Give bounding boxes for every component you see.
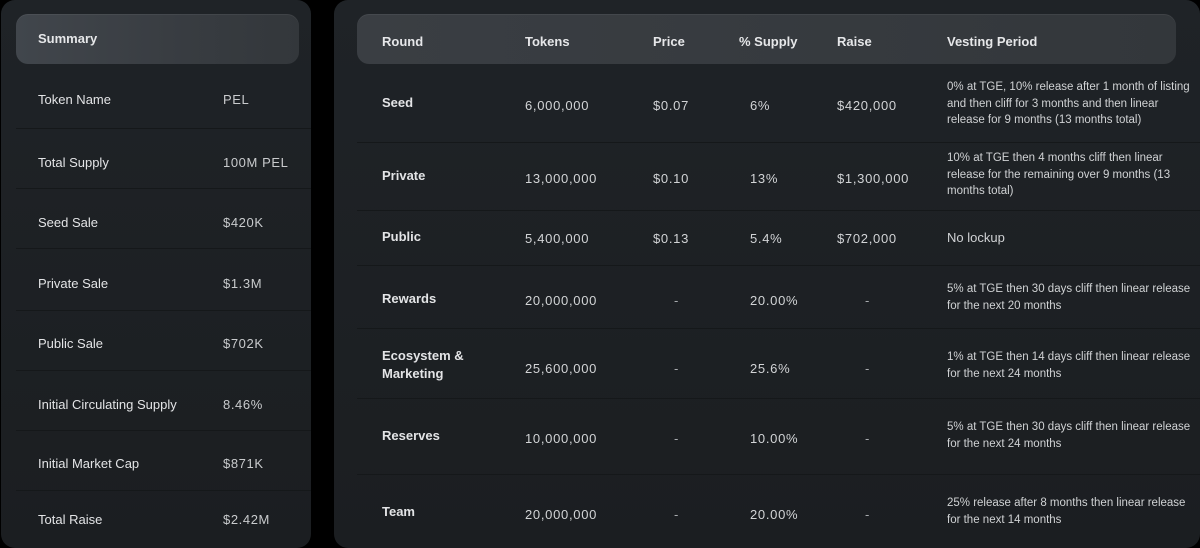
vesting-cell: 10% at TGE then 4 months cliff then line… bbox=[947, 152, 1171, 197]
summary-value: $1.3M bbox=[223, 276, 263, 291]
column-header-vesting: Vesting Period bbox=[947, 34, 1038, 49]
vesting-cell: 25% release after 8 months then linear r… bbox=[947, 497, 1186, 526]
round-name: Ecosystem & Marketing bbox=[382, 348, 464, 381]
summary-row-initial-market-cap: Initial Market Cap $871K bbox=[16, 432, 311, 491]
vesting-cell: 5% at TGE then 30 days cliff then linear… bbox=[947, 421, 1191, 450]
summary-value: PEL bbox=[223, 92, 250, 107]
tokens-cell: 20,000,000 bbox=[525, 507, 598, 522]
summary-row-initial-circulating-supply: Initial Circulating Supply 8.46% bbox=[16, 372, 311, 431]
summary-value: $702K bbox=[223, 336, 264, 351]
supply-cell: 13% bbox=[750, 171, 779, 186]
supply-cell: 20.00% bbox=[750, 507, 799, 522]
summary-header: Summary bbox=[16, 14, 299, 64]
summary-row-total-supply: Total Supply 100M PEL bbox=[16, 130, 311, 189]
round-name: Private bbox=[382, 168, 426, 183]
price-cell: - bbox=[674, 361, 679, 376]
price-cell: $0.07 bbox=[653, 98, 690, 113]
summary-row-total-raise: Total Raise $2.42M bbox=[16, 492, 311, 548]
round-name: Reserves bbox=[382, 428, 440, 443]
summary-label: Private Sale bbox=[38, 276, 109, 291]
round-name: Public bbox=[382, 229, 422, 244]
column-header-round: Round bbox=[382, 34, 424, 49]
supply-cell: 5.4% bbox=[750, 231, 783, 246]
summary-label: Total Supply bbox=[38, 155, 109, 170]
tokens-cell: 10,000,000 bbox=[525, 431, 598, 446]
vesting-cell: 1% at TGE then 14 days cliff then linear… bbox=[947, 351, 1191, 380]
tokens-cell: 6,000,000 bbox=[525, 98, 590, 113]
summary-row-token-name: Token Name PEL bbox=[16, 70, 311, 129]
price-cell: - bbox=[674, 431, 679, 446]
summary-label: Seed Sale bbox=[38, 215, 98, 230]
raise-cell: - bbox=[865, 431, 870, 446]
table-row: Reserves 10,000,000 - 10.00% - 5% at TGE… bbox=[357, 398, 1200, 475]
tokens-cell: 20,000,000 bbox=[525, 293, 598, 308]
raise-cell: - bbox=[865, 293, 870, 308]
column-header-raise: Raise bbox=[837, 34, 872, 49]
round-name: Rewards bbox=[382, 291, 437, 306]
raise-cell: $702,000 bbox=[837, 231, 897, 246]
summary-value: $420K bbox=[223, 215, 264, 230]
table-row: Public 5,400,000 $0.13 5.4% $702,000 No … bbox=[357, 210, 1200, 266]
raise-cell: $1,300,000 bbox=[837, 171, 910, 186]
supply-cell: 20.00% bbox=[750, 293, 799, 308]
summary-value: $2.42M bbox=[223, 512, 270, 527]
supply-cell: 25.6% bbox=[750, 361, 791, 376]
summary-label: Initial Market Cap bbox=[38, 456, 140, 471]
vesting-cell: 5% at TGE then 30 days cliff then linear… bbox=[947, 283, 1191, 312]
summary-row-public-sale: Public Sale $702K bbox=[16, 312, 311, 371]
table-row: Ecosystem & Marketing 25,600,000 - 25.6%… bbox=[357, 328, 1200, 399]
summary-row-seed-sale: Seed Sale $420K bbox=[16, 190, 311, 249]
summary-label: Total Raise bbox=[38, 512, 103, 527]
round-name: Seed bbox=[382, 95, 414, 110]
price-cell: - bbox=[674, 507, 679, 522]
tokens-cell: 5,400,000 bbox=[525, 231, 590, 246]
raise-cell: - bbox=[865, 507, 870, 522]
raise-cell: - bbox=[865, 361, 870, 376]
summary-value: 8.46% bbox=[223, 397, 263, 412]
tokens-cell: 13,000,000 bbox=[525, 171, 598, 186]
tokens-cell: 25,600,000 bbox=[525, 361, 598, 376]
summary-row-private-sale: Private Sale $1.3M bbox=[16, 252, 311, 311]
vesting-cell: 0% at TGE, 10% release after 1 month of … bbox=[947, 81, 1190, 126]
vesting-cell: No lockup bbox=[947, 230, 1005, 245]
summary-value: $871K bbox=[223, 456, 264, 471]
rounds-panel: Round Tokens Price % Supply Raise Vestin… bbox=[334, 0, 1200, 548]
summary-title: Summary bbox=[38, 31, 98, 46]
supply-cell: 6% bbox=[750, 98, 771, 113]
price-cell: $0.10 bbox=[653, 171, 690, 186]
table-row: Rewards 20,000,000 - 20.00% - 5% at TGE … bbox=[357, 265, 1200, 329]
supply-cell: 10.00% bbox=[750, 431, 799, 446]
column-header-tokens: Tokens bbox=[525, 34, 570, 49]
summary-label: Public Sale bbox=[38, 336, 104, 351]
table-row: Team 20,000,000 - 20.00% - 25% release a… bbox=[357, 474, 1200, 548]
summary-value: 100M PEL bbox=[223, 155, 289, 170]
round-name: Team bbox=[382, 504, 415, 519]
rounds-table-header: Round Tokens Price % Supply Raise Vestin… bbox=[357, 14, 1176, 64]
table-row: Private 13,000,000 $0.10 13% $1,300,000 … bbox=[357, 142, 1200, 211]
raise-cell: $420,000 bbox=[837, 98, 897, 113]
column-header-price: Price bbox=[653, 34, 685, 49]
summary-label: Token Name bbox=[38, 92, 111, 107]
price-cell: $0.13 bbox=[653, 231, 690, 246]
summary-label: Initial Circulating Supply bbox=[38, 397, 177, 412]
table-row: Seed 6,000,000 $0.07 6% $420,000 0% at T… bbox=[357, 70, 1200, 143]
column-header-supply: % Supply bbox=[739, 34, 798, 49]
price-cell: - bbox=[674, 293, 679, 308]
summary-panel: Summary Token Name PEL Total Supply 100M… bbox=[1, 0, 311, 548]
